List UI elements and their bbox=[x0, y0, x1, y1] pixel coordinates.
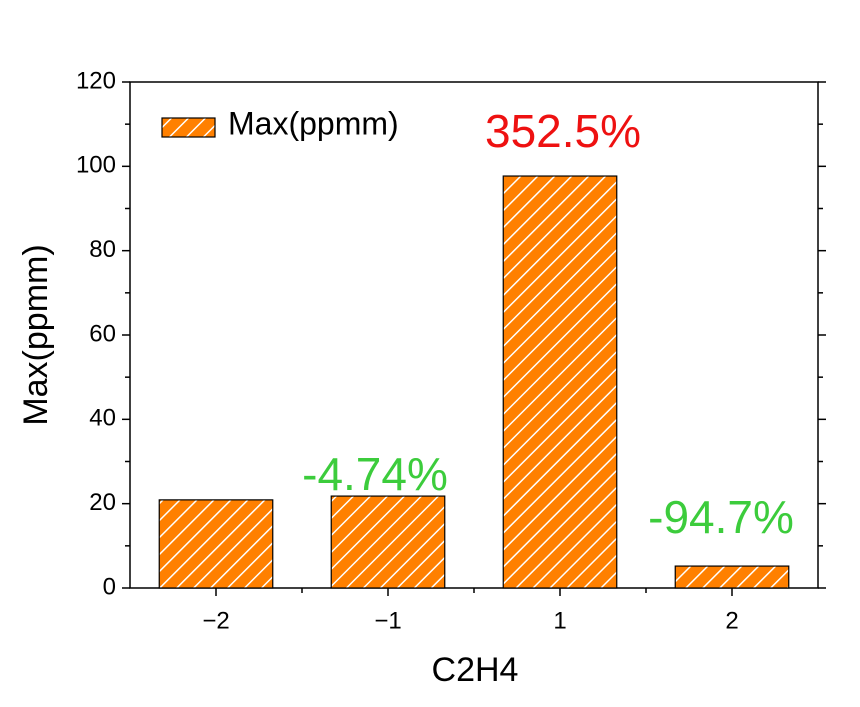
bar bbox=[502, 175, 618, 589]
y-axis-title: Max(ppmm) bbox=[17, 244, 55, 425]
legend-swatch bbox=[161, 117, 216, 138]
y-tick-label: 120 bbox=[76, 67, 116, 94]
y-tick-label: 60 bbox=[89, 320, 116, 347]
x-tick-label: 1 bbox=[553, 607, 566, 634]
bar bbox=[330, 495, 446, 589]
legend-label: Max(ppmm) bbox=[228, 105, 399, 141]
annotation: -94.7% bbox=[648, 491, 794, 543]
x-tick-label: 2 bbox=[725, 607, 738, 634]
x-tick-label: −2 bbox=[202, 607, 229, 634]
x-axis-title: C2H4 bbox=[432, 651, 519, 689]
y-tick-label: 100 bbox=[76, 152, 116, 179]
bar bbox=[158, 499, 274, 589]
bar bbox=[674, 565, 790, 589]
annotation: 352.5% bbox=[485, 105, 641, 157]
annotation: -4.74% bbox=[302, 448, 448, 500]
y-tick-label: 40 bbox=[89, 405, 116, 432]
x-tick-label: −1 bbox=[374, 607, 401, 634]
y-tick-label: 80 bbox=[89, 236, 116, 263]
y-tick-label: 20 bbox=[89, 489, 116, 516]
y-tick-label: 0 bbox=[103, 573, 116, 600]
